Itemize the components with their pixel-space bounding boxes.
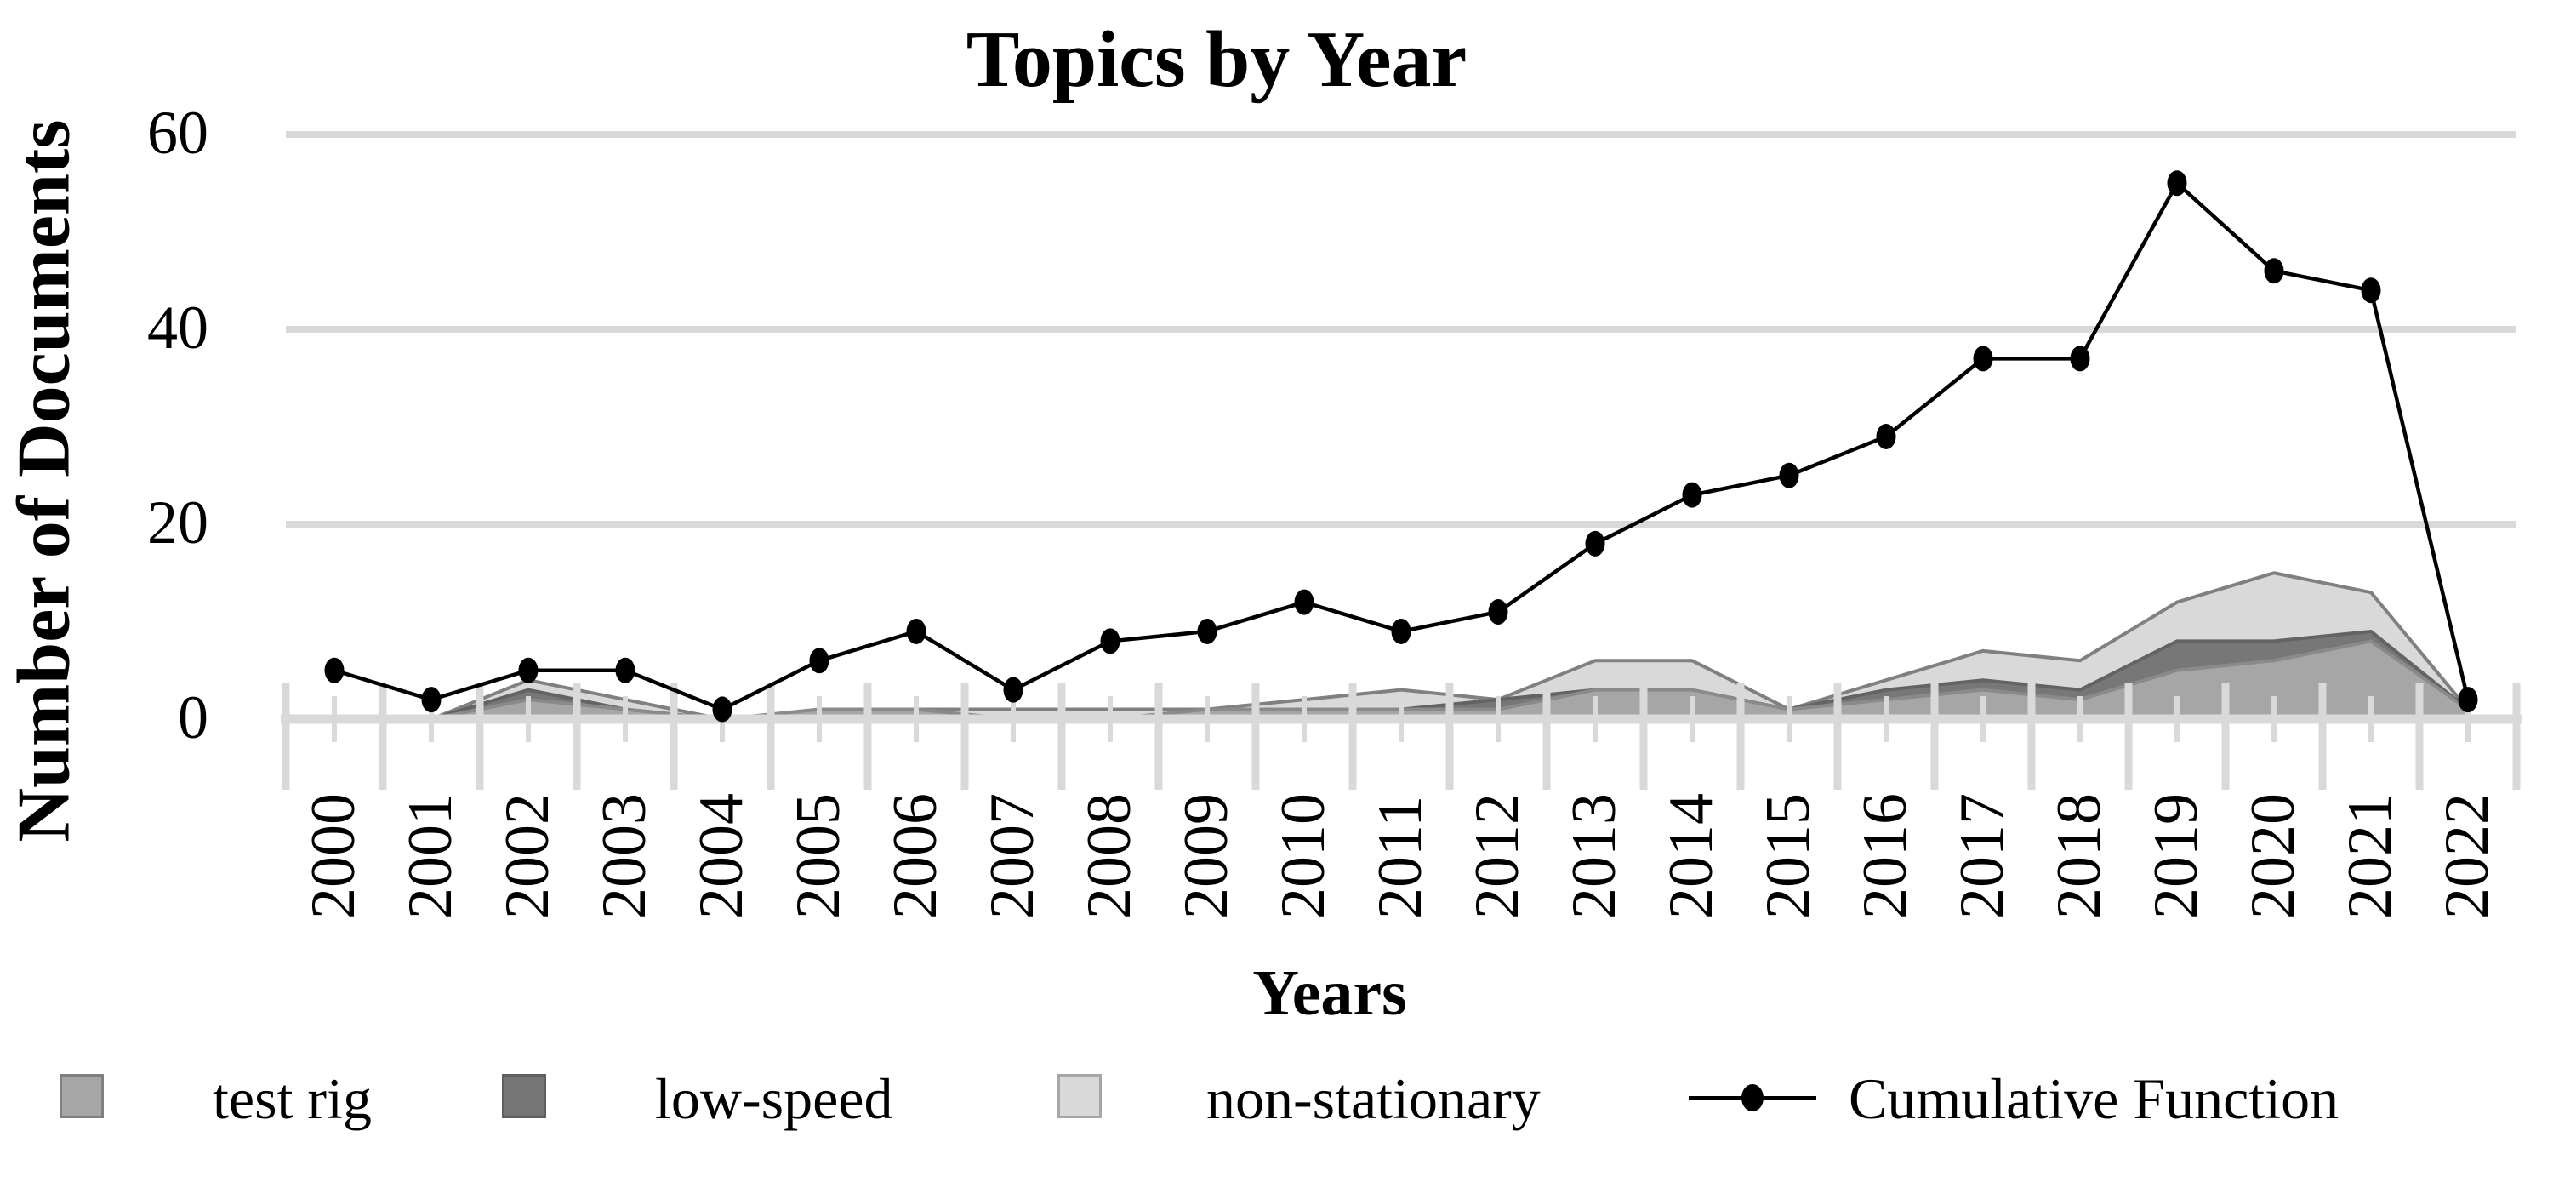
non-stationary-swatch-icon — [1057, 1074, 1102, 1118]
cumulative-point-2013 — [1585, 530, 1605, 557]
x-tick-label-2017: 2017 — [1947, 793, 2017, 919]
y-tick-label-40: 40 — [147, 294, 208, 362]
x-tick-label-2006: 2006 — [881, 793, 950, 919]
x-tick-label-2009: 2009 — [1171, 793, 1241, 919]
cumulative-point-2015 — [1779, 462, 1799, 488]
legend-label: test rig — [213, 1066, 372, 1131]
cumulative-point-2003 — [615, 657, 635, 683]
cumulative-point-2008 — [1100, 628, 1120, 654]
cumulative-point-2020 — [2264, 258, 2284, 284]
x-tick-label-2020: 2020 — [2238, 793, 2308, 919]
legend: test rig low-speed non-stationary Cumula… — [0, 1069, 2576, 1145]
x-tick-label-2005: 2005 — [784, 793, 853, 919]
cumulative-point-2019 — [2167, 170, 2187, 197]
legend-item-cumulative-function: Cumulative Function — [1689, 1069, 2573, 1128]
x-tick-label-2008: 2008 — [1074, 793, 1144, 919]
legend-label: Cumulative Function — [1849, 1066, 2339, 1131]
x-tick-label-2007: 2007 — [977, 793, 1047, 919]
cumulative-point-2002 — [518, 657, 539, 683]
low-speed-swatch-icon — [502, 1074, 546, 1118]
cumulative-point-2011 — [1391, 618, 1411, 644]
cumulative-point-2022 — [2458, 687, 2478, 713]
x-tick-label-2015: 2015 — [1753, 793, 1823, 919]
chart-title: Topics by Year — [966, 15, 1468, 104]
x-tick-label-2014: 2014 — [1656, 793, 1726, 919]
y-tick-label-0: 0 — [178, 683, 208, 751]
x-axis-title: Years — [1252, 957, 1407, 1029]
cumulative-point-2018 — [2070, 346, 2090, 372]
line-marker-dot-icon — [1741, 1084, 1764, 1111]
legend-item-test-rig: test rig — [60, 1069, 485, 1128]
y-axis-title: Number of Documents — [3, 119, 86, 842]
x-tick-label-2016: 2016 — [1850, 793, 1920, 919]
cumulative-point-2005 — [809, 648, 829, 674]
x-tick-label-2001: 2001 — [396, 793, 465, 919]
x-tick-label-2003: 2003 — [590, 793, 659, 919]
cumulative-point-2009 — [1197, 618, 1217, 644]
cumulative-point-2007 — [1003, 677, 1023, 703]
legend-item-low-speed: low-speed — [502, 1069, 1029, 1128]
legend-label: non-stationary — [1206, 1066, 1541, 1131]
cumulative-point-2017 — [1973, 346, 1993, 372]
x-tick-label-2018: 2018 — [2044, 793, 2114, 919]
legend-label: low-speed — [655, 1066, 893, 1131]
x-tick-label-2004: 2004 — [687, 793, 756, 919]
x-tick-label-2019: 2019 — [2141, 793, 2211, 919]
cumulative-point-2006 — [906, 618, 926, 644]
x-tick-label-2013: 2013 — [1559, 793, 1629, 919]
legend-item-non-stationary: non-stationary — [1057, 1069, 1653, 1128]
cumulative-point-2016 — [1876, 423, 1896, 449]
x-tick-label-2021: 2021 — [2335, 793, 2405, 919]
cumulative-point-2014 — [1682, 482, 1702, 508]
x-tick-label-2010: 2010 — [1268, 793, 1338, 919]
x-tick-label-2012: 2012 — [1462, 793, 1532, 919]
x-tick-label-2000: 2000 — [299, 793, 368, 919]
y-tick-label-60: 60 — [147, 99, 208, 167]
cumulative-point-2010 — [1294, 589, 1314, 615]
cumulative-point-2001 — [421, 687, 442, 713]
test-rig-swatch-icon — [60, 1074, 104, 1118]
x-tick-label-2011: 2011 — [1365, 795, 1435, 919]
cumulative-point-2004 — [712, 696, 732, 723]
y-tick-label-20: 20 — [147, 488, 208, 557]
cumulative-point-2021 — [2361, 277, 2381, 304]
cumulative-point-2012 — [1488, 599, 1508, 625]
cumulative-point-2000 — [324, 657, 345, 683]
x-tick-label-2002: 2002 — [493, 793, 562, 919]
x-tick-label-2022: 2022 — [2432, 793, 2502, 919]
